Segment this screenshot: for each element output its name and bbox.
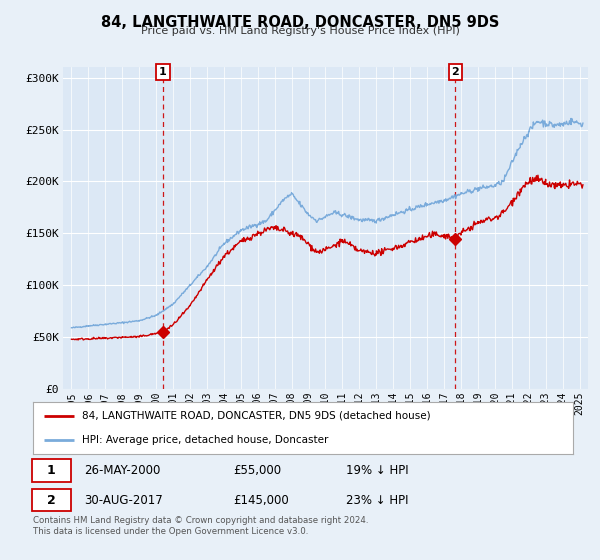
Text: Contains HM Land Registry data © Crown copyright and database right 2024.
This d: Contains HM Land Registry data © Crown c… [33,516,368,536]
Text: 19% ↓ HPI: 19% ↓ HPI [346,464,409,477]
Text: 1: 1 [47,464,56,477]
Text: Price paid vs. HM Land Registry's House Price Index (HPI): Price paid vs. HM Land Registry's House … [140,26,460,36]
Text: 1: 1 [159,67,167,77]
FancyBboxPatch shape [32,489,71,511]
Text: 84, LANGTHWAITE ROAD, DONCASTER, DN5 9DS: 84, LANGTHWAITE ROAD, DONCASTER, DN5 9DS [101,15,499,30]
Text: HPI: Average price, detached house, Doncaster: HPI: Average price, detached house, Donc… [82,435,328,445]
Text: 84, LANGTHWAITE ROAD, DONCASTER, DN5 9DS (detached house): 84, LANGTHWAITE ROAD, DONCASTER, DN5 9DS… [82,411,430,421]
Text: 2: 2 [47,493,56,507]
Text: £145,000: £145,000 [233,493,289,507]
Text: 2: 2 [452,67,459,77]
Text: 30-AUG-2017: 30-AUG-2017 [84,493,163,507]
Text: £55,000: £55,000 [233,464,281,477]
Text: 26-MAY-2000: 26-MAY-2000 [84,464,161,477]
FancyBboxPatch shape [32,459,71,482]
Text: 23% ↓ HPI: 23% ↓ HPI [346,493,409,507]
